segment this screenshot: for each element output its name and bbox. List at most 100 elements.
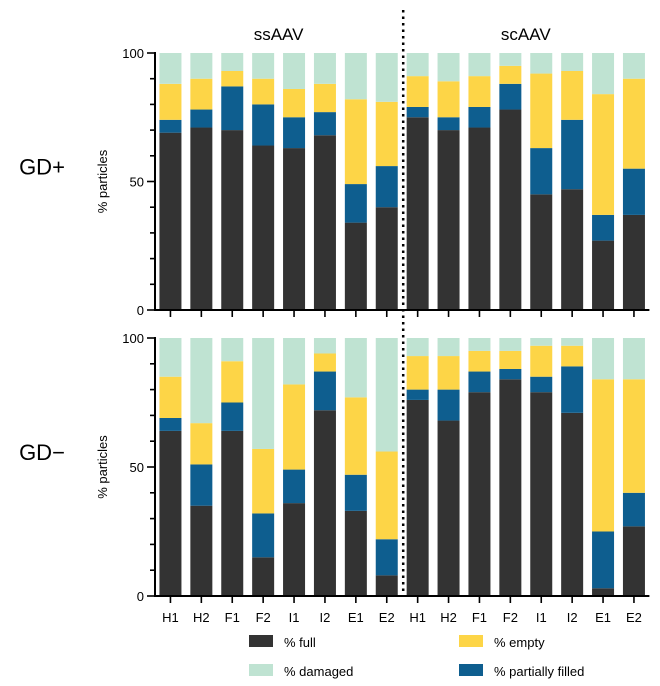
bar-segment: [375, 338, 398, 452]
bar-segment: [437, 356, 460, 390]
bar-segment: [592, 53, 615, 95]
bar-segment: [406, 356, 429, 390]
group-label: scAAV: [501, 25, 551, 44]
bar-segment: [561, 338, 584, 346]
y-axis-label: % particles: [95, 435, 110, 499]
bar-segment: [313, 410, 336, 596]
bar-segment: [159, 132, 182, 310]
bar-segment: [561, 189, 584, 310]
bar-segment: [437, 81, 460, 118]
bar-segment: [406, 338, 429, 357]
bar-segment: [499, 350, 522, 369]
bar-segment: [283, 338, 306, 385]
bar-segment: [437, 130, 460, 310]
bar-segment: [499, 368, 522, 380]
y-tick-label: 0: [137, 303, 144, 318]
bar-segment: [252, 338, 275, 449]
bar-segment: [159, 119, 182, 133]
bar-segment: [221, 361, 244, 403]
bar-segment: [406, 76, 429, 107]
bar-segment: [592, 338, 615, 380]
bar-segment: [437, 53, 460, 82]
bar-segment: [468, 53, 491, 77]
legend-label: % full: [284, 635, 316, 650]
bar-segment: [344, 338, 367, 398]
bar-segment: [252, 104, 275, 146]
bar-segment: [406, 117, 429, 310]
bar-segment: [375, 53, 398, 102]
bar-segment: [437, 117, 460, 131]
bar-segment: [190, 127, 213, 310]
bar-segment: [375, 101, 398, 167]
bar-segment: [406, 106, 429, 118]
bar-segment: [437, 420, 460, 596]
bar-segment: [499, 65, 522, 84]
bar-segment: [561, 345, 584, 367]
bar-segment: [344, 53, 367, 100]
bar-segment: [530, 376, 553, 393]
bar-segment: [221, 430, 244, 596]
bar-segment: [622, 338, 645, 380]
bar-segment: [221, 53, 244, 71]
x-tick-label: H2: [440, 610, 457, 625]
bar-segment: [592, 379, 615, 532]
bar-segment: [159, 417, 182, 431]
bar-segment: [344, 510, 367, 596]
bar-segment: [468, 350, 491, 372]
bar-segment: [159, 53, 182, 84]
bar-segment: [468, 106, 491, 128]
bar-segment: [159, 430, 182, 596]
bar-segment: [344, 397, 367, 475]
bar-segment: [252, 557, 275, 596]
bar-segment: [468, 371, 491, 393]
bar-segment: [375, 451, 398, 540]
bar-segment: [252, 53, 275, 79]
bar-segment: [468, 127, 491, 310]
bar-segment: [159, 376, 182, 418]
legend-swatch: [249, 664, 273, 676]
x-tick-label: I2: [320, 610, 331, 625]
bar-segment: [221, 130, 244, 310]
bar-segment: [190, 338, 213, 424]
bar-segment: [283, 88, 306, 118]
bar-segment: [344, 184, 367, 223]
bar-segment: [190, 53, 213, 79]
bar-segment: [252, 78, 275, 105]
bar-segment: [190, 78, 213, 110]
bar-segment: [530, 338, 553, 346]
x-tick-label: H1: [409, 610, 426, 625]
bar-segment: [313, 135, 336, 310]
bar-segment: [530, 194, 553, 310]
x-tick-label: E1: [348, 610, 364, 625]
x-tick-label: F1: [225, 610, 240, 625]
bar-segment: [406, 53, 429, 77]
legend-swatch: [249, 635, 273, 647]
bar-segment: [499, 109, 522, 310]
y-axis-label: % particles: [95, 149, 110, 213]
bar-segment: [283, 503, 306, 596]
bar-segment: [468, 76, 491, 107]
bar-segment: [190, 423, 213, 465]
legend-swatch: [459, 664, 483, 676]
bar-segment: [561, 366, 584, 413]
x-tick-label: F2: [503, 610, 518, 625]
bar-segment: [159, 338, 182, 377]
bar-segment: [622, 168, 645, 215]
bar-segment: [313, 83, 336, 113]
bar-segment: [221, 70, 244, 87]
bar-segment: [499, 379, 522, 596]
bar-segment: [530, 73, 553, 149]
bar-segment: [283, 384, 306, 470]
bar-segment: [468, 392, 491, 596]
x-tick-label: H1: [162, 610, 179, 625]
bar-segment: [283, 148, 306, 310]
y-tick-label: 100: [122, 46, 144, 61]
bar-segment: [283, 117, 306, 149]
bar-segment: [221, 338, 244, 362]
bar-segment: [499, 53, 522, 66]
bar-segment: [313, 112, 336, 136]
x-tick-label: E2: [626, 610, 642, 625]
bar-segment: [283, 469, 306, 504]
bar-segment: [622, 526, 645, 596]
